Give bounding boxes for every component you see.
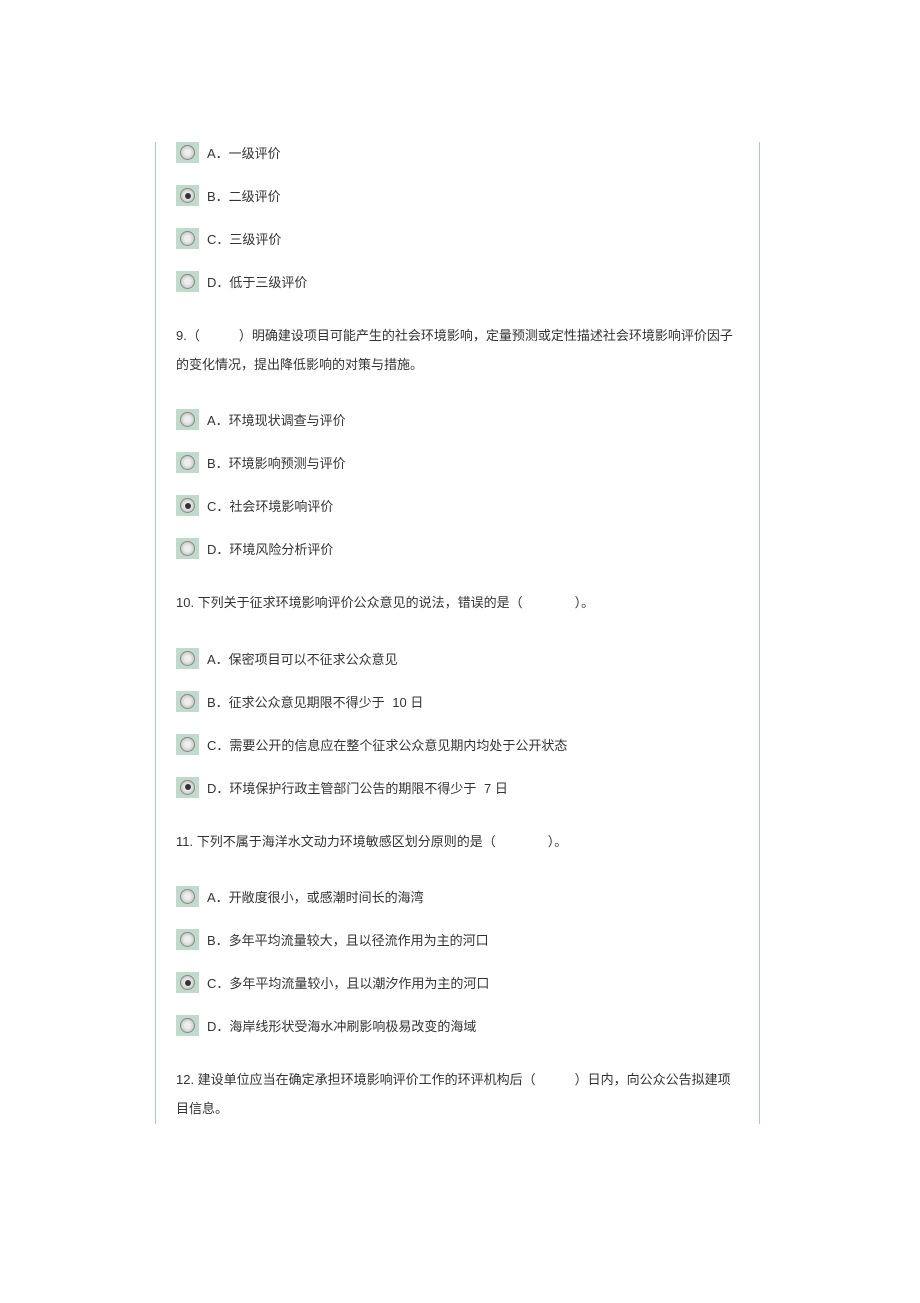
- option-label: B．二级评价: [207, 186, 281, 205]
- option-label: C．三级评价: [207, 229, 281, 248]
- radio-icon: [176, 538, 199, 559]
- radio-icon: [176, 648, 199, 669]
- option-text-pre: D．环境保护行政主管部门公告的期限不得少于: [207, 781, 476, 796]
- radio-icon: [176, 495, 199, 516]
- option-label: B．多年平均流量较大，且以径流作用为主的河口: [207, 930, 489, 949]
- q11-option-d[interactable]: D．海岸线形状受海水冲刷影响极易改变的海域: [176, 1015, 739, 1036]
- radio-icon: [176, 734, 199, 755]
- radio-icon: [176, 691, 199, 712]
- q11-option-b[interactable]: B．多年平均流量较大，且以径流作用为主的河口: [176, 929, 739, 950]
- q10-option-d[interactable]: D．环境保护行政主管部门公告的期限不得少于 7 日: [176, 777, 739, 798]
- option-label: D．低于三级评价: [207, 272, 307, 291]
- radio-icon: [176, 452, 199, 473]
- option-text-num: 7 日: [484, 778, 508, 797]
- q10-option-a[interactable]: A．保密项目可以不征求公众意见: [176, 648, 739, 669]
- radio-icon: [176, 972, 199, 993]
- content-area: A．一级评价 B．二级评价 C．三级评价 D．低于三级评价 9.（ ）明确建设项…: [155, 142, 760, 1124]
- option-label: D．海岸线形状受海水冲刷影响极易改变的海域: [207, 1016, 476, 1035]
- option-text-pre: B．征求公众意见期限不得少于: [207, 695, 385, 710]
- option-label: A．一级评价: [207, 143, 281, 162]
- option-label: A．环境现状调查与评价: [207, 410, 346, 429]
- q8-option-d[interactable]: D．低于三级评价: [176, 271, 739, 292]
- q11-option-a[interactable]: A．开敞度很小，或感潮时间长的海湾: [176, 886, 739, 907]
- q9-option-b[interactable]: B．环境影响预测与评价: [176, 452, 739, 473]
- radio-icon: [176, 929, 199, 950]
- radio-icon: [176, 142, 199, 163]
- q9-option-a[interactable]: A．环境现状调查与评价: [176, 409, 739, 430]
- quiz-page: A．一级评价 B．二级评价 C．三级评价 D．低于三级评价 9.（ ）明确建设项…: [0, 0, 920, 1234]
- q10-option-c[interactable]: C．需要公开的信息应在整个征求公众意见期内均处于公开状态: [176, 734, 739, 755]
- q8-option-c[interactable]: C．三级评价: [176, 228, 739, 249]
- option-label: B．征求公众意见期限不得少于 10 日: [207, 692, 427, 711]
- option-label: D．环境风险分析评价: [207, 539, 333, 558]
- radio-icon: [176, 777, 199, 798]
- option-text-num: 10 日: [392, 692, 423, 711]
- radio-icon: [176, 886, 199, 907]
- radio-icon: [176, 228, 199, 249]
- q11-option-c[interactable]: C．多年平均流量较小，且以潮汐作用为主的河口: [176, 972, 739, 993]
- option-label: B．环境影响预测与评价: [207, 453, 346, 472]
- q9-option-c[interactable]: C．社会环境影响评价: [176, 495, 739, 516]
- option-label: D．环境保护行政主管部门公告的期限不得少于 7 日: [207, 778, 512, 797]
- q8-option-b[interactable]: B．二级评价: [176, 185, 739, 206]
- radio-icon: [176, 1015, 199, 1036]
- q12-text: 12. 建设单位应当在确定承担环境影响评价工作的环评机构后（ ）日内，向公众公告…: [176, 1066, 739, 1123]
- option-label: C．社会环境影响评价: [207, 496, 333, 515]
- radio-icon: [176, 409, 199, 430]
- option-label: A．保密项目可以不征求公众意见: [207, 649, 398, 668]
- option-label: C．需要公开的信息应在整个征求公众意见期内均处于公开状态: [207, 735, 567, 754]
- option-label: A．开敞度很小，或感潮时间长的海湾: [207, 887, 424, 906]
- option-label: C．多年平均流量较小，且以潮汐作用为主的河口: [207, 973, 489, 992]
- q10-text: 10. 下列关于征求环境影响评价公众意见的说法，错误的是（ ）。: [176, 589, 739, 618]
- q9-option-d[interactable]: D．环境风险分析评价: [176, 538, 739, 559]
- q10-option-b[interactable]: B．征求公众意见期限不得少于 10 日: [176, 691, 739, 712]
- q11-text: 11. 下列不属于海洋水文动力环境敏感区划分原则的是（ ）。: [176, 828, 739, 857]
- radio-icon: [176, 271, 199, 292]
- radio-icon: [176, 185, 199, 206]
- q8-option-a[interactable]: A．一级评价: [176, 142, 739, 163]
- q9-text: 9.（ ）明确建设项目可能产生的社会环境影响，定量预测或定性描述社会环境影响评价…: [176, 322, 739, 379]
